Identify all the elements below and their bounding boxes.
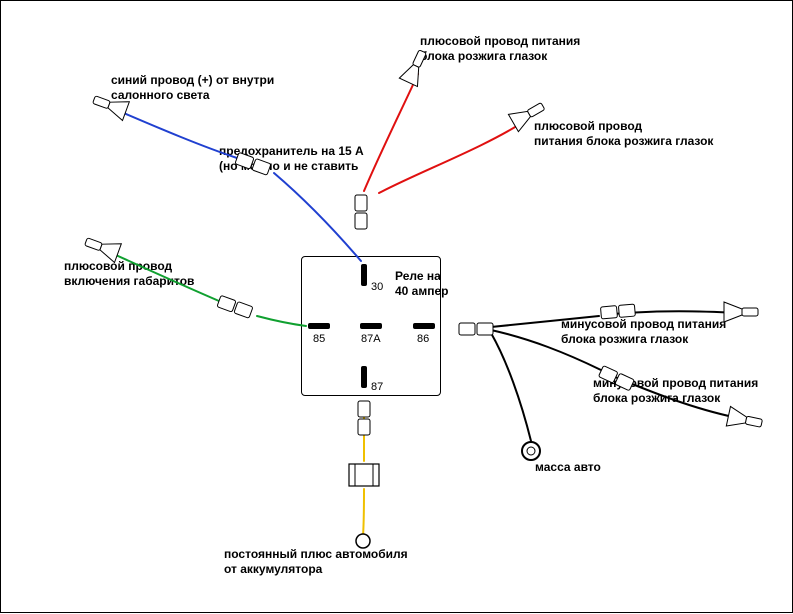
label-blue-wire: синий провод (+) от внутри салонного све… xyxy=(111,73,274,103)
terminal-87a xyxy=(360,323,382,329)
label-green-wire: плюсовой провод включения габаритов xyxy=(64,259,194,289)
terminal-85 xyxy=(308,323,330,329)
terminal-87-label: 87 xyxy=(371,381,383,393)
relay-label: Реле на 40 ампер xyxy=(395,269,448,299)
terminal-87 xyxy=(361,366,367,388)
label-minus-top: минусовой провод питания блока розжига г… xyxy=(561,317,726,347)
terminal-86-label: 86 xyxy=(417,333,429,345)
label-mass: масса авто xyxy=(535,460,601,475)
terminal-87a-label: 87A xyxy=(361,333,381,345)
terminal-30-label: 30 xyxy=(371,281,383,293)
label-battery: постоянный плюс автомобиля от аккумулято… xyxy=(224,547,408,577)
label-red-top: плюсовой провод питания блока розжига гл… xyxy=(420,34,580,64)
terminal-85-label: 85 xyxy=(313,333,325,345)
label-red-right: плюсовой провод питания блока розжига гл… xyxy=(534,119,713,149)
label-fuse: предохранитель на 15 А (но можно и не ст… xyxy=(219,144,364,174)
terminal-86 xyxy=(413,323,435,329)
label-minus-bottom: минусовой провод питания блока розжига г… xyxy=(593,376,758,406)
terminal-30 xyxy=(361,264,367,286)
